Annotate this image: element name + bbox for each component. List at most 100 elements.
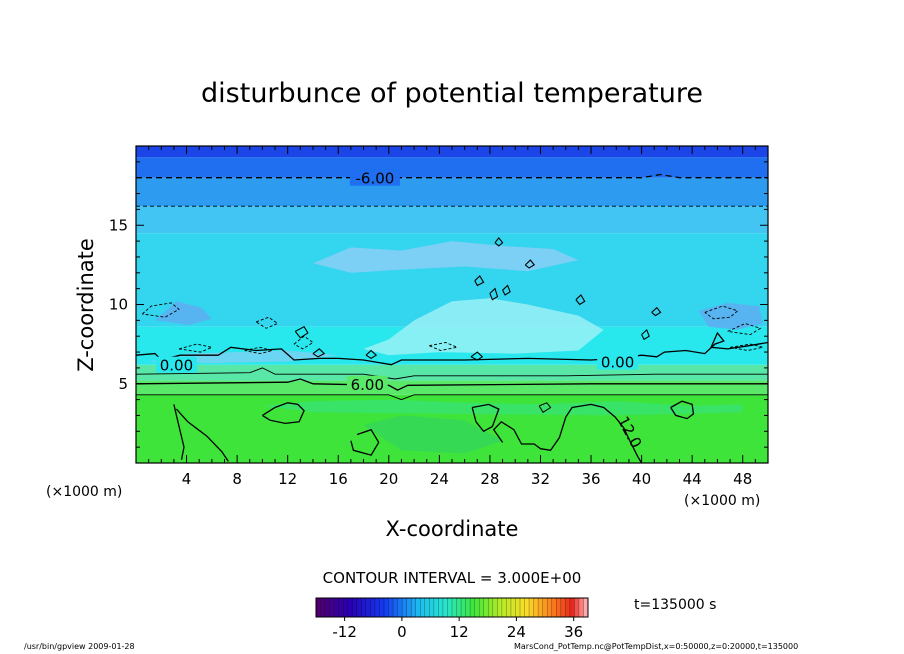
x-tick-label: 32 <box>531 470 550 488</box>
x-tick-label: 24 <box>430 470 449 488</box>
contour-patch <box>262 399 743 416</box>
x-tick-label: 20 <box>379 470 398 488</box>
colorbar-cell <box>520 598 525 617</box>
contour-label-bg <box>346 375 388 392</box>
colorbar-cell <box>334 598 339 617</box>
contour-label: 0.00 <box>160 357 193 375</box>
colorbar-cell <box>352 598 358 617</box>
colorbar-cell <box>538 598 543 617</box>
colorbar-cell <box>379 598 385 617</box>
colorbar-tick-label: 0 <box>397 623 407 641</box>
contour-line-zero <box>136 331 768 366</box>
contour-label: 6.00 <box>351 376 384 394</box>
contour-line-minus3 <box>704 305 739 320</box>
contour-line-minus3 <box>727 323 762 336</box>
colorbar-tick-label: 24 <box>507 623 526 641</box>
colorbar-cell <box>574 598 580 617</box>
colorbar-cell <box>456 598 462 617</box>
colorbar-cell <box>488 598 494 617</box>
x-tick-label: 4 <box>182 470 192 488</box>
contour-line-zero <box>575 294 586 306</box>
contour-line-zero <box>494 237 504 247</box>
colorbar-cell <box>347 598 353 617</box>
colorbar-cell <box>320 598 326 617</box>
footer-right: MarsCond_PotTemp.nc@PotTempDist,x=0:5000… <box>514 642 799 651</box>
x-tick-label: 28 <box>480 470 499 488</box>
contour-patch <box>363 415 503 454</box>
contour-line-zero <box>365 349 378 360</box>
contour-label: 0.00 <box>601 354 634 372</box>
colorbar-cell <box>452 598 457 617</box>
contour-label-bg <box>349 169 400 186</box>
colorbar-cell <box>316 598 321 617</box>
colorbar-cell <box>470 598 475 617</box>
colorbar-cell <box>501 598 507 617</box>
contour-line-12 <box>350 428 380 456</box>
x-tick-label: 48 <box>733 470 752 488</box>
contour-line-9 <box>136 394 768 401</box>
contour-line-zero <box>651 306 662 317</box>
contour-line-minus3 <box>244 346 273 355</box>
contour-interval: CONTOUR INTERVAL = 3.000E+00 <box>323 569 582 587</box>
colorbar-cell <box>492 598 498 617</box>
contour-line-12 <box>538 402 552 413</box>
colorbar-tick-label: -12 <box>332 623 357 641</box>
colorbar-cell <box>370 598 376 617</box>
colorbar-cell <box>429 598 435 617</box>
y-axis-label: Z-coordinate <box>74 238 98 372</box>
contour-line-minus3 <box>429 342 459 351</box>
colorbar-tick-label: 12 <box>450 623 469 641</box>
contour-band <box>136 157 768 178</box>
colorbar-cell <box>393 598 398 617</box>
colorbar-cell <box>442 598 448 617</box>
contour-patch <box>698 302 763 330</box>
colorbar-cell <box>420 598 426 617</box>
contour-line-12 <box>492 403 643 463</box>
y-tick-label: 10 <box>109 296 128 314</box>
contour-line-12 <box>173 404 185 460</box>
contour-line-minus3 <box>255 316 279 329</box>
colorbar-cell <box>565 598 571 617</box>
contour-line-zero <box>470 351 484 361</box>
colorbar-cell <box>461 598 466 617</box>
colorbar-cell <box>365 598 371 617</box>
contour-patch <box>363 298 604 356</box>
colorbar-cell <box>583 598 589 617</box>
colorbar-cell <box>510 598 516 617</box>
contour-band <box>136 146 768 158</box>
contour-line-6 <box>136 378 768 391</box>
colorbar-cell <box>533 598 539 617</box>
colorbar-cell <box>556 598 562 617</box>
colorbar: -12 0 12 24 36 <box>315 597 589 641</box>
colorbar-cell <box>529 598 534 617</box>
x-unit-left: (×1000 m) <box>46 484 122 500</box>
colorbar-cell <box>465 598 471 617</box>
colorbar-cell <box>515 598 521 617</box>
contour-line-zero <box>524 259 536 269</box>
contour-line-minus3 <box>178 343 214 353</box>
contour-band <box>136 206 768 234</box>
contour-label-bg <box>597 353 638 370</box>
contour-label-bg <box>156 356 197 373</box>
x-tick-label: 36 <box>581 470 600 488</box>
colorbar-cell <box>497 598 503 617</box>
contour-label: -6.00 <box>355 170 394 188</box>
colorbar-cell <box>415 598 421 617</box>
x-unit-right: (×1000 m) <box>684 493 760 509</box>
colorbar-cell <box>424 598 430 617</box>
colorbar-cell <box>384 598 389 617</box>
y-tick-label: 15 <box>109 216 128 234</box>
x-tick-label: 16 <box>329 470 348 488</box>
colorbar-cell <box>551 598 557 617</box>
x-tick-label: 8 <box>232 470 242 488</box>
contour-line-zero <box>312 348 326 358</box>
colorbar-cell <box>411 598 417 617</box>
contour-band <box>136 177 768 207</box>
colorbar-cell <box>569 598 575 617</box>
colorbar-cell <box>524 598 530 617</box>
contour-line-12 <box>262 402 305 425</box>
x-tick-label: 12 <box>278 470 297 488</box>
colorbar-cell <box>343 598 349 617</box>
colorbar-cell <box>356 598 362 617</box>
y-tick-label: 5 <box>118 375 128 393</box>
